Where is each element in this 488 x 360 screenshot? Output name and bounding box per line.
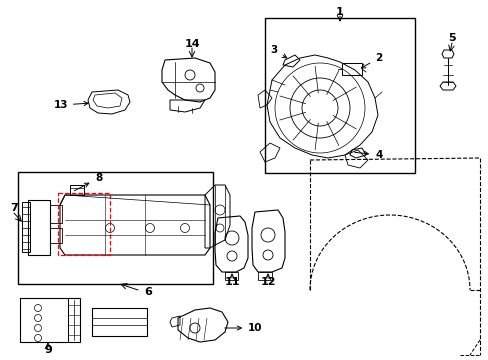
Bar	[18, 172, 213, 284]
Text: 12: 12	[260, 277, 275, 287]
Text: 14: 14	[184, 39, 200, 49]
Bar	[20, 298, 68, 342]
Text: 7: 7	[10, 203, 18, 213]
Bar	[264, 18, 414, 173]
Bar	[22, 202, 30, 252]
Polygon shape	[60, 195, 209, 255]
Bar	[50, 205, 62, 223]
Bar	[58, 193, 110, 255]
Bar	[28, 200, 50, 255]
Text: 2: 2	[361, 53, 382, 68]
Text: 10: 10	[224, 323, 262, 333]
Bar	[70, 185, 84, 195]
Bar	[20, 298, 80, 342]
Bar	[50, 228, 62, 243]
Text: 11: 11	[224, 277, 239, 287]
Text: 6: 6	[144, 287, 152, 297]
Text: 9: 9	[44, 345, 52, 355]
Bar	[341, 63, 361, 75]
Text: 1: 1	[335, 7, 343, 17]
Text: 13: 13	[53, 100, 88, 110]
Text: 8: 8	[74, 173, 102, 191]
Text: 5: 5	[447, 33, 455, 43]
Text: 3: 3	[270, 45, 286, 58]
Text: 4: 4	[354, 150, 382, 160]
Bar	[92, 308, 147, 336]
